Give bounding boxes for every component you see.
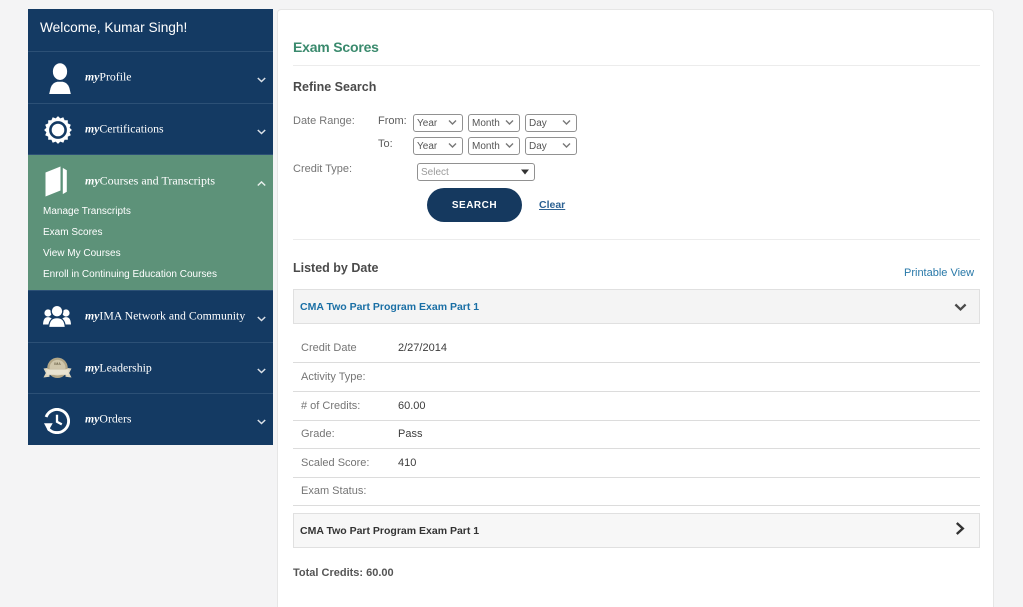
svg-text:IMA: IMA <box>54 362 61 366</box>
